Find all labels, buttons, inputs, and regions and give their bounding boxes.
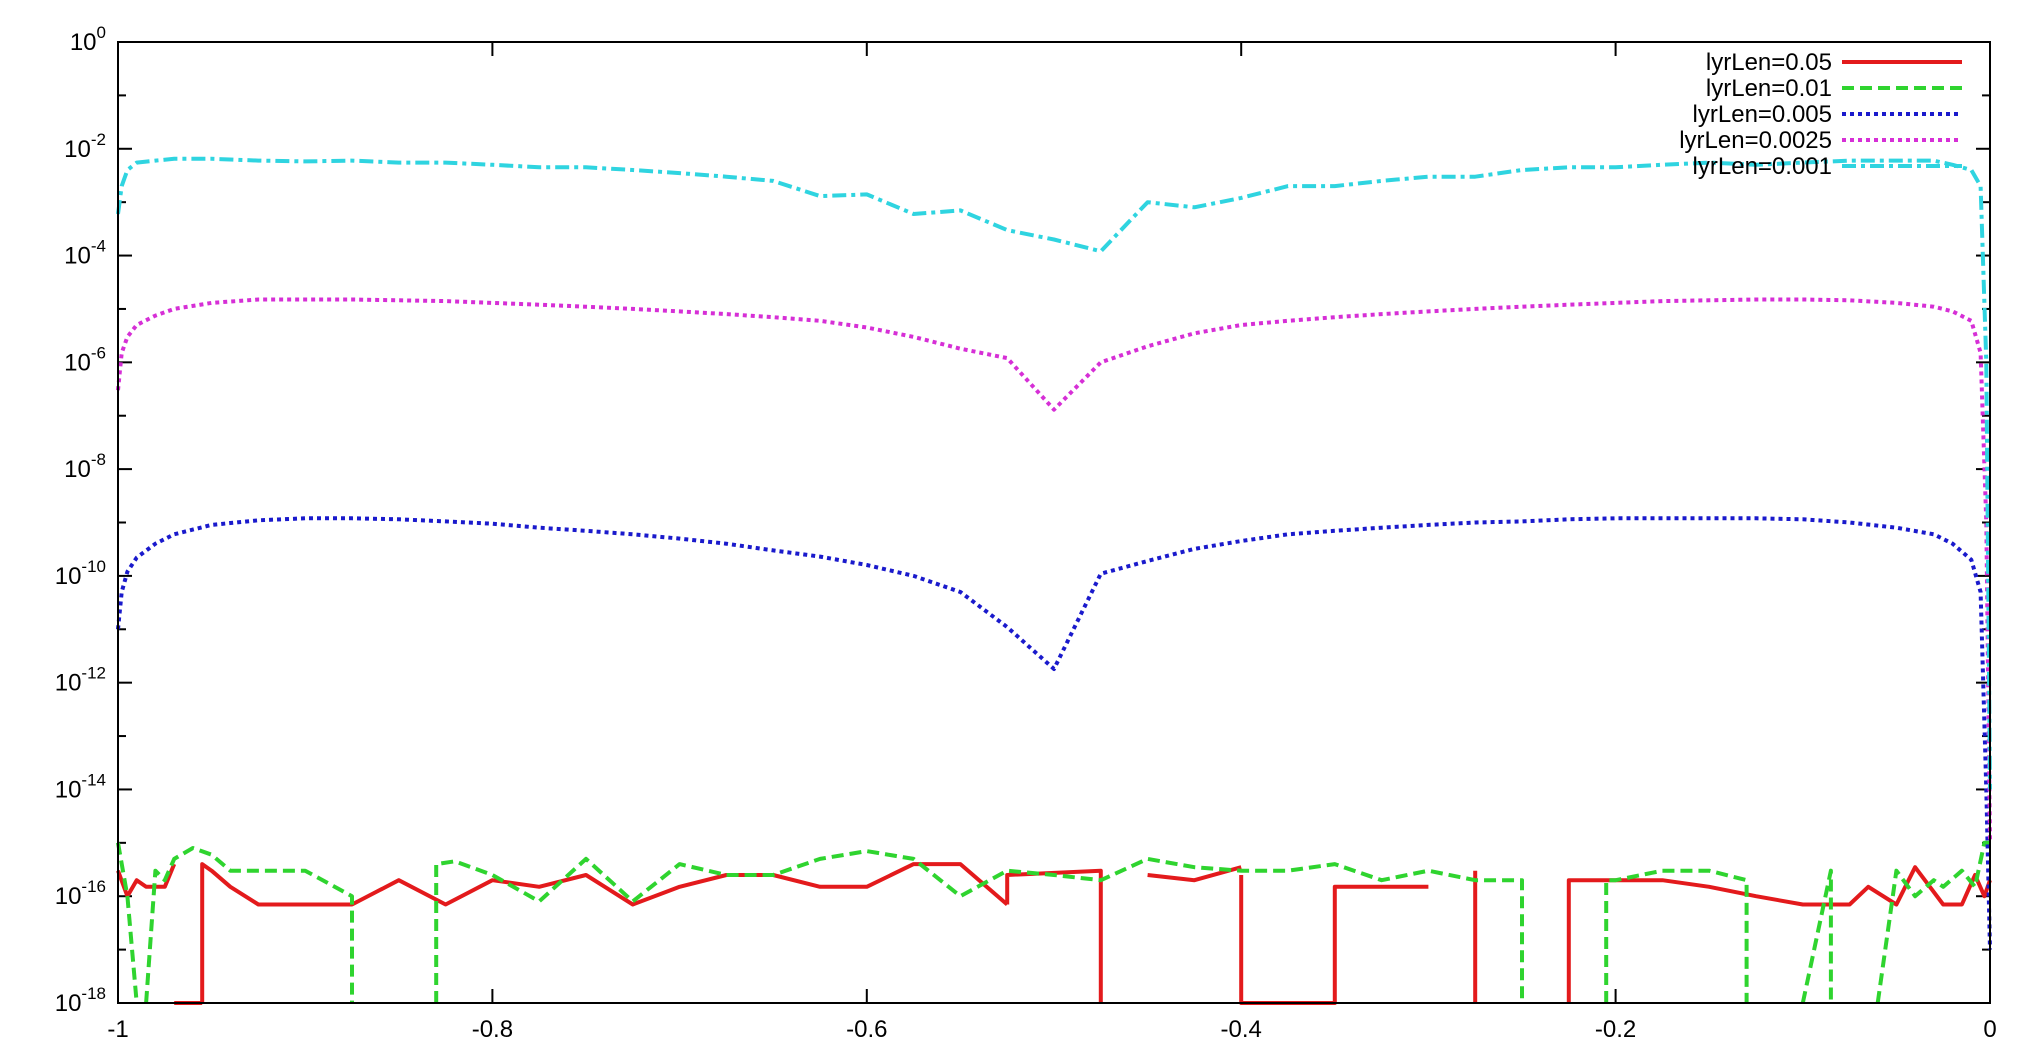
y-tick-label: 10-4 [64,237,106,270]
y-tick-label: 10-12 [55,664,106,697]
series-line-0 [116,862,1992,1005]
y-tick-exponent: -14 [81,770,106,789]
y-tick-exponent: -16 [81,877,106,896]
plot-frame [117,41,1991,1004]
y-tick-label: 100 [70,23,106,56]
y-tick-label: 10-16 [55,877,106,910]
x-tick-label: -0.8 [472,1016,513,1043]
x-tick-label: -0.6 [846,1016,887,1043]
legend-label: lyrLen=0.001 [1693,153,1832,180]
y-tick-base: 10 [55,776,82,803]
x-axis-ticks: -1 -0.8 -0.6 -0.4 -0.2 0 [107,42,1997,1043]
series-line-4 [116,156,1992,790]
series-layer [116,156,1992,1005]
y-tick-base: 10 [55,670,82,697]
y-tick-exponent: -8 [91,450,106,469]
y-tick-label: 10-14 [55,770,106,803]
legend-label: lyrLen=0.005 [1693,101,1832,128]
y-tick-exponent: -18 [81,984,106,1003]
y-tick-label: 10-10 [55,557,106,590]
y-tick-exponent: -10 [81,557,106,576]
y-tick-exponent: -6 [91,343,106,362]
x-tick-label: -0.2 [1595,1016,1636,1043]
y-tick-base: 10 [70,29,97,56]
series-line-2 [116,516,1992,950]
y-tick-base: 10 [55,883,82,910]
y-tick-base: 10 [55,990,82,1017]
y-tick-exponent: 0 [97,23,106,42]
y-tick-label: 10-8 [64,450,106,483]
legend: lyrLen=0.05lyrLen=0.01lyrLen=0.005lyrLen… [1679,49,1962,180]
y-tick-exponent: -12 [81,664,106,683]
legend-label: lyrLen=0.01 [1706,75,1832,102]
y-tick-base: 10 [64,136,91,163]
y-tick-base: 10 [64,349,91,376]
series-line-1 [116,840,1990,1004]
y-tick-exponent: -2 [91,130,106,149]
x-tick-label: -0.4 [1221,1016,1262,1043]
legend-label: lyrLen=0.0025 [1679,127,1832,154]
y-tick-base: 10 [64,456,91,483]
legend-label: lyrLen=0.05 [1706,49,1832,76]
y-tick-label: 10-2 [64,130,106,163]
x-tick-label: 0 [1983,1016,1996,1043]
series-line-3 [116,297,1992,843]
y-tick-label: 10-18 [55,984,106,1017]
y-tick-base: 10 [55,563,82,590]
y-tick-exponent: -4 [91,237,106,256]
x-tick-label: -1 [107,1016,128,1043]
y-tick-label: 10-6 [64,343,106,376]
y-tick-base: 10 [64,243,91,270]
